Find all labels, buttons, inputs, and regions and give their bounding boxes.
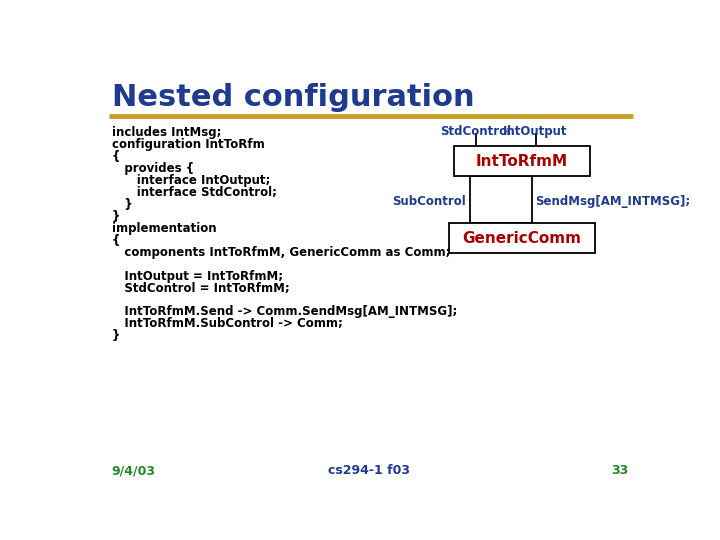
Text: Nested configuration: Nested configuration xyxy=(112,83,474,112)
Text: IntOutput: IntOutput xyxy=(503,125,568,138)
Text: }: } xyxy=(112,210,120,223)
Text: cs294-1 f03: cs294-1 f03 xyxy=(328,464,410,477)
Text: 9/4/03: 9/4/03 xyxy=(112,464,156,477)
Text: IntToRfmM.SubControl -> Comm;: IntToRfmM.SubControl -> Comm; xyxy=(112,318,343,330)
Text: includes IntMsg;: includes IntMsg; xyxy=(112,126,221,139)
Bar xyxy=(449,222,595,253)
Text: StdControl: StdControl xyxy=(441,125,511,138)
Text: components IntToRfmM, GenericComm as Comm;: components IntToRfmM, GenericComm as Com… xyxy=(112,246,450,259)
Text: {: { xyxy=(112,150,120,163)
Text: IntToRfmM.Send -> Comm.SendMsg[AM_INTMSG];: IntToRfmM.Send -> Comm.SendMsg[AM_INTMSG… xyxy=(112,306,457,319)
Text: configuration IntToRfm: configuration IntToRfm xyxy=(112,138,264,151)
Text: }: } xyxy=(112,198,132,211)
Text: GenericComm: GenericComm xyxy=(462,231,582,246)
Text: SubControl: SubControl xyxy=(392,195,466,208)
Text: IntToRfmM: IntToRfmM xyxy=(476,153,568,168)
Text: {: { xyxy=(112,234,120,247)
Text: interface IntOutput;: interface IntOutput; xyxy=(112,174,270,187)
Text: SendMsg[AM_INTMSG];: SendMsg[AM_INTMSG]; xyxy=(536,195,691,208)
Text: IntOutput = IntToRfmM;: IntOutput = IntToRfmM; xyxy=(112,269,283,282)
Bar xyxy=(454,146,590,177)
Text: provides {: provides { xyxy=(112,162,194,175)
Text: }: } xyxy=(112,329,120,342)
Text: implementation: implementation xyxy=(112,222,216,235)
Text: StdControl = IntToRfmM;: StdControl = IntToRfmM; xyxy=(112,281,289,294)
Text: interface StdControl;: interface StdControl; xyxy=(112,186,276,199)
Text: 33: 33 xyxy=(611,464,629,477)
